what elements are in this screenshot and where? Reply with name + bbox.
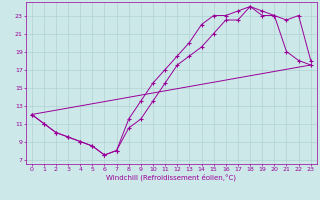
X-axis label: Windchill (Refroidissement éolien,°C): Windchill (Refroidissement éolien,°C) — [106, 173, 236, 181]
